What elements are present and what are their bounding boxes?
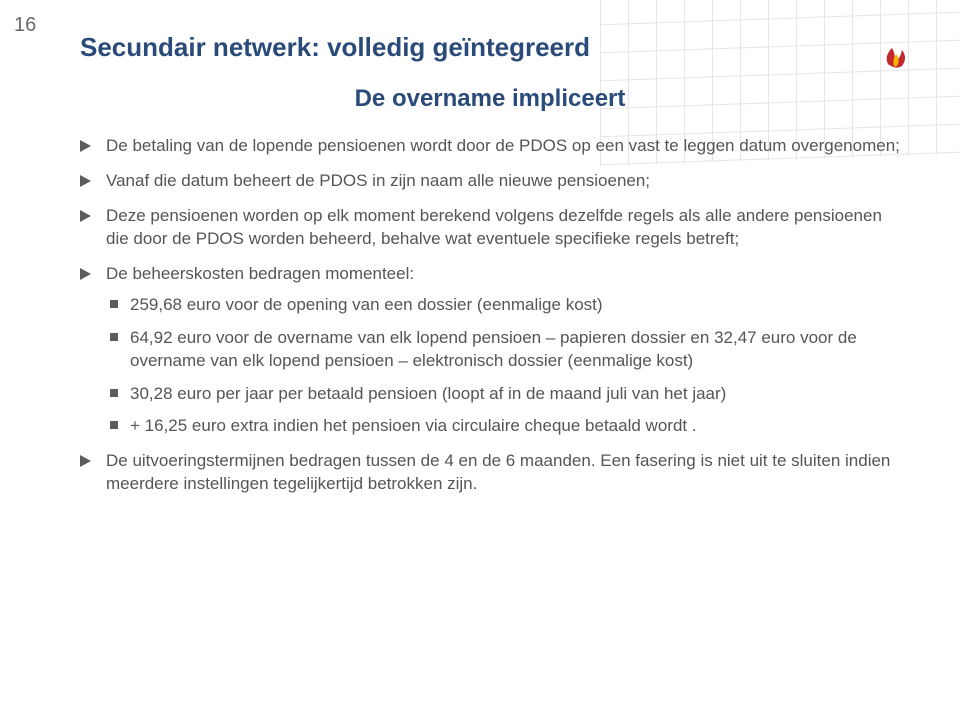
flame-logo (880, 40, 910, 70)
list-item: Vanaf die datum beheert de PDOS in zijn … (80, 170, 900, 193)
page-number: 16 (14, 14, 36, 37)
sub-list-item: 30,28 euro per jaar per betaald pensioen… (106, 383, 900, 406)
list-item: De betaling van de lopende pensioenen wo… (80, 135, 900, 158)
sub-list-item: 259,68 euro voor de opening van een doss… (106, 294, 900, 317)
slide-subtitle: De overname impliceert (80, 85, 900, 113)
list-item-text: De uitvoeringstermijnen bedragen tussen … (106, 451, 890, 493)
list-item-text: De beheerskosten bedragen momenteel: (106, 264, 414, 283)
sub-list: 259,68 euro voor de opening van een doss… (106, 294, 900, 439)
sub-list-item: + 16,25 euro extra indien het pensioen v… (106, 415, 900, 438)
sub-list-item: 64,92 euro voor de overname van elk lope… (106, 327, 900, 373)
slide-content: Secundair netwerk: volledig geïntegreerd… (0, 0, 960, 496)
list-item: Deze pensioenen worden op elk moment ber… (80, 205, 900, 251)
list-item: De beheerskosten bedragen momenteel: 259… (80, 263, 900, 439)
list-item: De uitvoeringstermijnen bedragen tussen … (80, 450, 900, 496)
slide-title: Secundair netwerk: volledig geïntegreerd (80, 32, 900, 63)
bullet-list: De betaling van de lopende pensioenen wo… (80, 135, 900, 496)
